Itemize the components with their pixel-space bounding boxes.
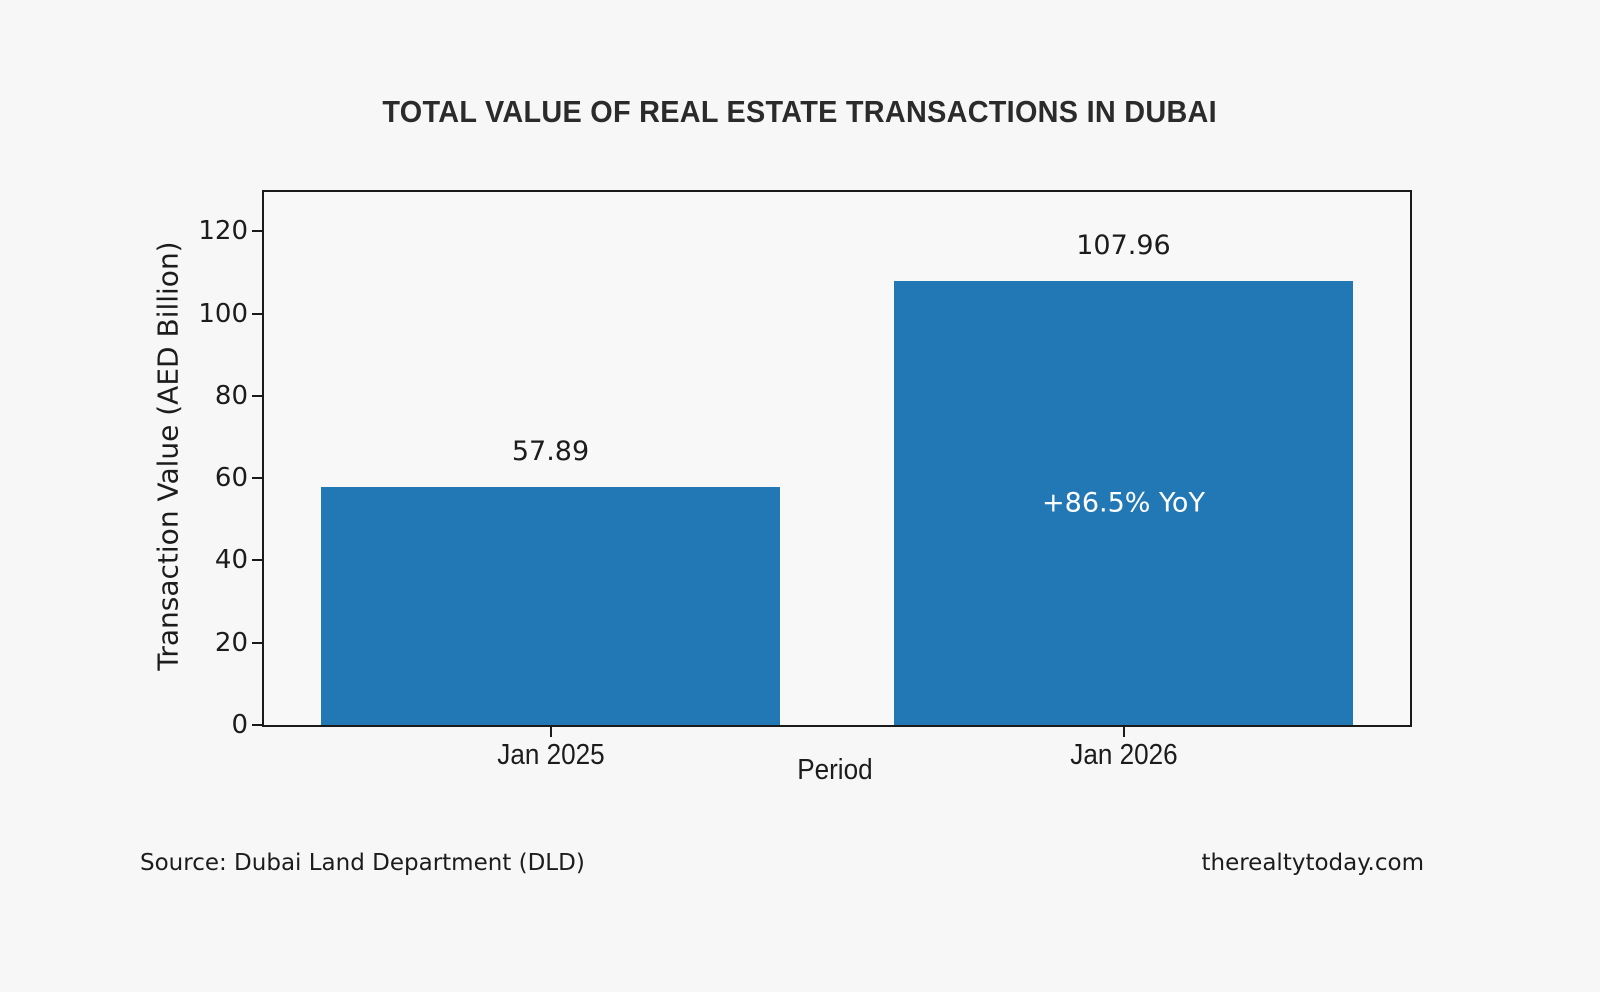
bar-value-label: 57.89 [511,435,590,467]
y-tick-label: 60 [214,463,248,494]
x-axis-title: Period [262,754,1408,787]
y-tick-mark [252,724,262,726]
x-tick-mark [549,727,552,737]
y-tick-label: 120 [198,216,248,247]
chart-title-text: TOTAL VALUE OF REAL ESTATE TRANSACTIONS … [382,94,1218,129]
y-tick-label: 80 [214,380,248,411]
bar-jan-2026 [894,280,1353,725]
x-tick-label: Jan 2025 [496,739,605,771]
bar-jan-2025 [321,486,780,725]
source-text: Source: Dubai Land Department (DLD) [140,850,585,876]
x-tick-label: Jan 2026 [1069,739,1178,771]
y-tick-label: 0 [231,710,248,740]
x-axis-title-text: Period [797,754,873,786]
y-tick-mark [252,641,262,644]
plot-area: 0 20 40 60 80 100 120 57.89 Jan 2025 107.96 Jan 20… [198,190,1412,771]
y-tick-mark [252,230,262,233]
y-tick-mark [252,394,262,397]
chart-title: TOTAL VALUE OF REAL ESTATE TRANSACTIONS … [0,94,1600,130]
bar-value-label: 107.96 [1076,229,1171,261]
y-tick-label: 100 [198,298,248,329]
y-tick-label: 40 [214,545,248,576]
y-tick-mark [252,559,262,562]
y-tick-label: 20 [214,627,248,658]
y-tick-mark [252,312,262,315]
website-text: therealtytoday.com [1201,850,1424,876]
y-axis-title: Transaction Value (AED Billion) [151,241,185,671]
bar-annotation: +86.5% YoY [1042,487,1205,519]
y-tick-mark [252,477,262,480]
x-tick-mark [1122,727,1125,737]
